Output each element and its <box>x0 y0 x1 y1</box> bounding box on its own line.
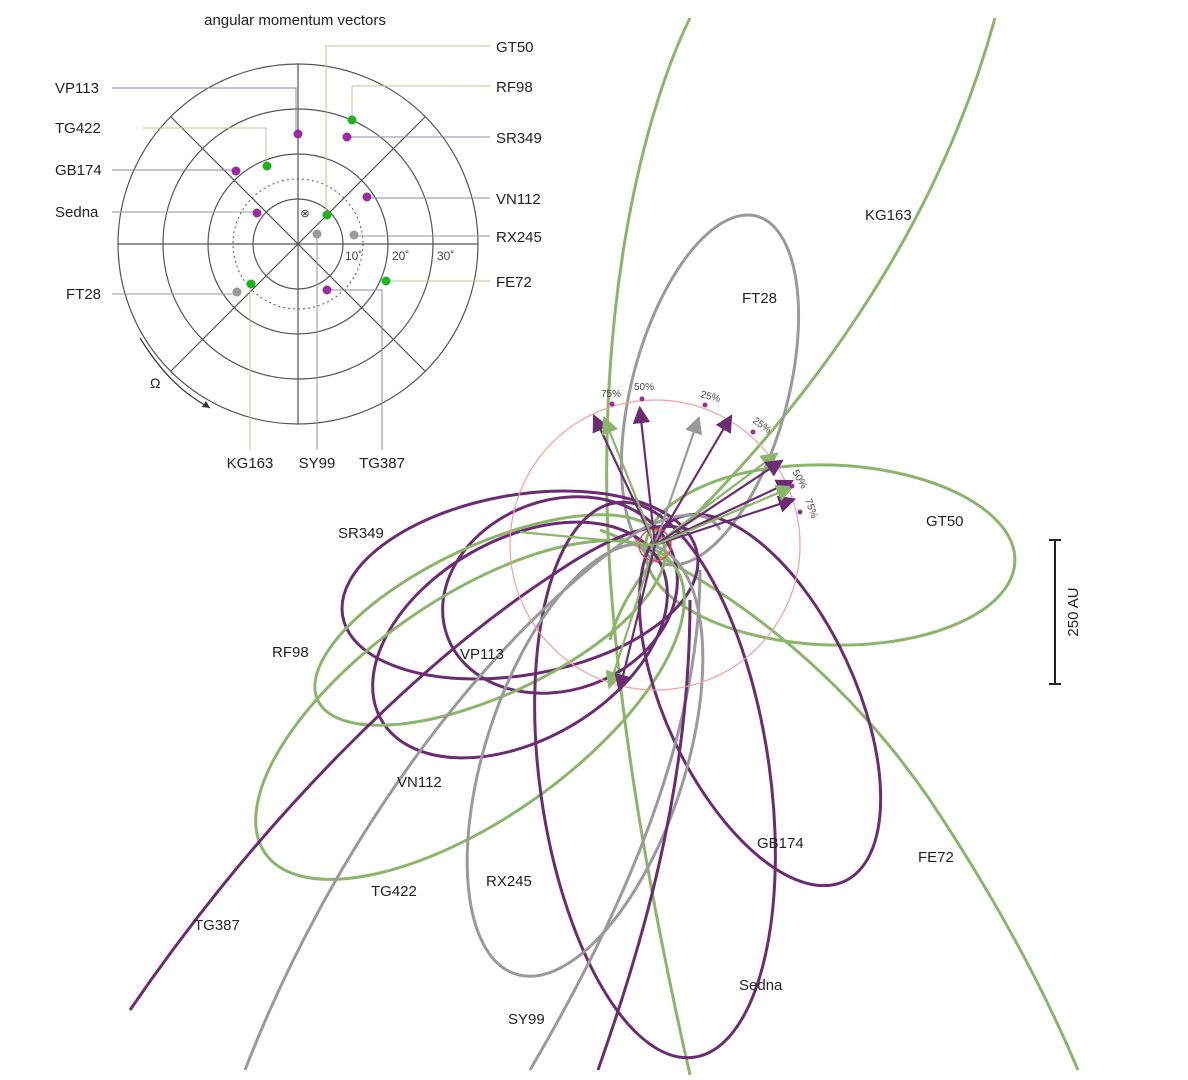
percent-label: 25% <box>699 389 721 405</box>
orbit-vp113 <box>441 495 679 695</box>
dot-tg422 <box>262 161 272 171</box>
label-ft28: FT28 <box>742 290 777 307</box>
arrow <box>632 405 657 546</box>
sun-circle <box>638 528 672 562</box>
label-vn112: VN112 <box>397 774 442 791</box>
inset-label-sr349: SR349 <box>496 130 542 147</box>
inset-label-ft28: FT28 <box>66 286 101 303</box>
arrow <box>654 495 797 547</box>
percent-label: 75% <box>802 497 819 520</box>
momentum-dots <box>231 115 391 297</box>
leader-rf98 <box>351 85 490 120</box>
orbit-sedna <box>533 500 777 1060</box>
inset-label-tg422: TG422 <box>55 120 101 137</box>
arrows <box>519 405 797 693</box>
label-kg163: KG163 <box>865 207 912 224</box>
arrow <box>605 544 657 690</box>
label-rx245: RX245 <box>486 873 532 890</box>
leader-vp113 <box>112 87 297 132</box>
dot-vn112 <box>362 192 372 202</box>
dot-ft28 <box>232 287 242 297</box>
orbit-gb174 <box>637 512 883 888</box>
percent-markers: 75% 50% 25% 25% 50% 75% <box>601 382 819 520</box>
percent-dot <box>789 483 795 489</box>
inset-label-sedna: Sedna <box>55 204 99 221</box>
inset-title: angular momentum vectors <box>204 12 386 29</box>
inset-label-gt50: GT50 <box>496 39 534 56</box>
reference-circle <box>509 399 801 691</box>
orbits <box>128 17 1080 1076</box>
percent-label: 75% <box>601 389 621 400</box>
arrow <box>654 459 784 546</box>
arrow <box>654 414 733 546</box>
inset-label-tg387: TG387 <box>359 455 405 472</box>
label-vp113: VP113 <box>460 646 504 663</box>
label-tg422: TG422 <box>371 883 417 900</box>
label-fe72: FE72 <box>918 849 954 866</box>
percent-dot <box>702 402 708 408</box>
inset-label-fe72: FE72 <box>496 274 532 291</box>
percent-dot <box>797 509 803 515</box>
dot-gb174 <box>231 166 241 176</box>
arrow <box>653 415 703 546</box>
inset-label-rf98: RF98 <box>496 79 533 96</box>
orbit-sy99 <box>243 513 722 1071</box>
dot-sy99 <box>312 229 322 239</box>
orbit-kg163 <box>605 17 692 1076</box>
arrow <box>654 485 795 547</box>
inset-label-kg163: KG163 <box>227 455 274 472</box>
dot-kg163 <box>246 279 256 289</box>
ring-label-10: 10˚ <box>345 249 362 263</box>
percent-dot <box>639 396 645 402</box>
label-sedna: Sedna <box>739 977 783 994</box>
label-tg387: TG387 <box>194 917 240 934</box>
label-sr349: SR349 <box>338 525 384 542</box>
orbit-sy99-branch <box>528 569 702 1071</box>
arrow <box>654 452 779 546</box>
dot-fe72 <box>381 276 391 286</box>
orbit-tg387 <box>128 524 691 1011</box>
dot-gt50 <box>322 210 332 220</box>
dot-sr349 <box>342 132 352 142</box>
percent-label: 50% <box>634 382 654 393</box>
orbit-kg163-branch <box>608 17 997 641</box>
inset-label-vn112: VN112 <box>496 191 541 208</box>
dot-tg387 <box>322 285 332 295</box>
scale-bar-label: 250 AU <box>1065 587 1082 636</box>
orbit-labels: KG163 FT28 GT50 SR349 RF98 VP113 VN112 G… <box>194 207 964 1028</box>
orbit-tg422 <box>254 539 686 881</box>
leader-gt50 <box>325 45 490 215</box>
arrow <box>601 415 657 546</box>
leader-tg387 <box>327 289 383 450</box>
inset-label-rx245: RX245 <box>496 229 542 246</box>
arrow <box>519 530 656 547</box>
dot-rx245 <box>349 230 359 240</box>
orbit-gt50 <box>643 463 1017 647</box>
arrow <box>614 544 657 693</box>
dot-sedna <box>252 208 262 218</box>
inset-label-sy99: SY99 <box>299 455 336 472</box>
svg-text:⊗: ⊗ <box>300 208 309 220</box>
label-gt50: GT50 <box>926 513 964 530</box>
percent-dot <box>750 429 756 435</box>
dot-vp113 <box>293 129 303 139</box>
inset-polar-plot: angular momentum vectors ⊗ 10˚ 20˚ 30˚ Ω <box>55 12 542 472</box>
scale-bar: 250 AU <box>1049 539 1082 685</box>
inset-label-vp113: VP113 <box>55 80 99 97</box>
label-gb174: GB174 <box>757 835 804 852</box>
ring-label-20: 20˚ <box>392 249 409 263</box>
dot-rf98 <box>347 115 357 125</box>
arrow <box>592 414 656 546</box>
label-sy99: SY99 <box>508 1011 545 1028</box>
inset-label-gb174: GB174 <box>55 162 102 179</box>
leader-tg422 <box>143 127 267 165</box>
omega-label: Ω <box>150 375 160 391</box>
orbit-purple-lower <box>596 599 692 1071</box>
percent-dot <box>609 401 615 407</box>
ring-label-30: 30˚ <box>437 249 454 263</box>
label-rf98: RF98 <box>272 644 309 661</box>
